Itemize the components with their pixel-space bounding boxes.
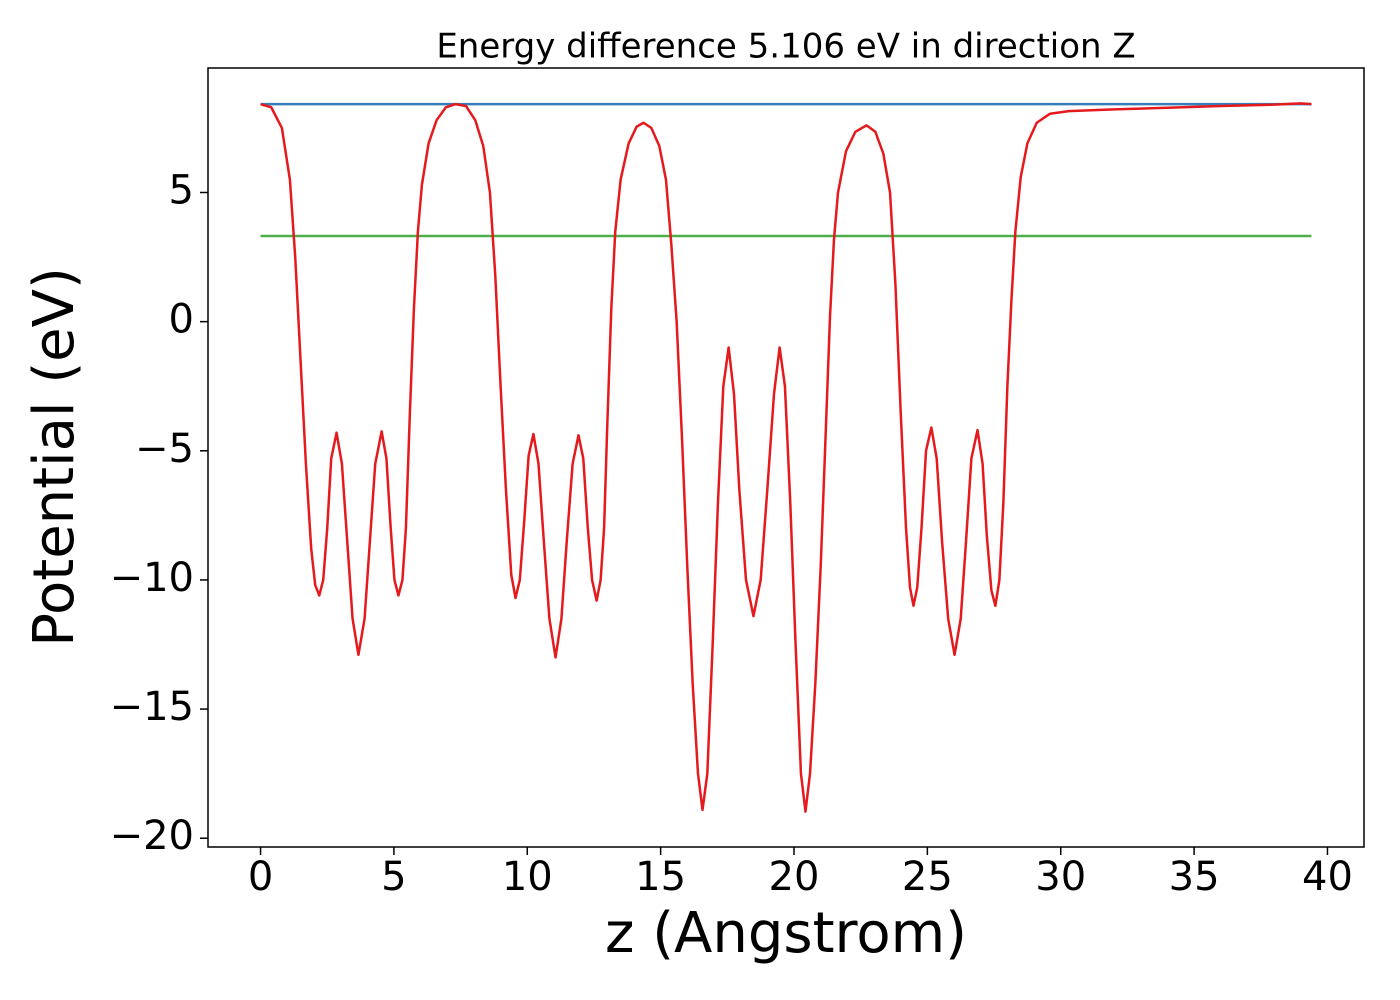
line-series bbox=[260, 102, 1312, 813]
x-tick-label: 25 bbox=[902, 854, 953, 900]
y-tick-label: −10 bbox=[110, 555, 194, 601]
x-tick-label: 5 bbox=[381, 854, 406, 900]
x-tick-label: 30 bbox=[1035, 854, 1086, 900]
x-tick-label: 10 bbox=[502, 854, 553, 900]
y-tick-label: 0 bbox=[169, 297, 194, 343]
x-tick-label: 15 bbox=[635, 854, 686, 900]
x-tick-label: 0 bbox=[248, 854, 273, 900]
x-axis-label: z (Angstrom) bbox=[605, 901, 967, 966]
y-tick-label: −15 bbox=[110, 684, 194, 730]
y-tick-label: −20 bbox=[110, 813, 194, 859]
y-tick-label: 5 bbox=[169, 167, 194, 213]
y-tick-label: −5 bbox=[135, 426, 194, 472]
x-tick-label: 40 bbox=[1302, 854, 1353, 900]
plot-frame bbox=[207, 67, 1365, 848]
x-tick-label: 20 bbox=[769, 854, 820, 900]
chart-title: Energy difference 5.106 eV in direction … bbox=[436, 27, 1135, 67]
x-tick-label: 35 bbox=[1169, 854, 1220, 900]
y-axis-label: Potential (eV) bbox=[22, 267, 87, 647]
